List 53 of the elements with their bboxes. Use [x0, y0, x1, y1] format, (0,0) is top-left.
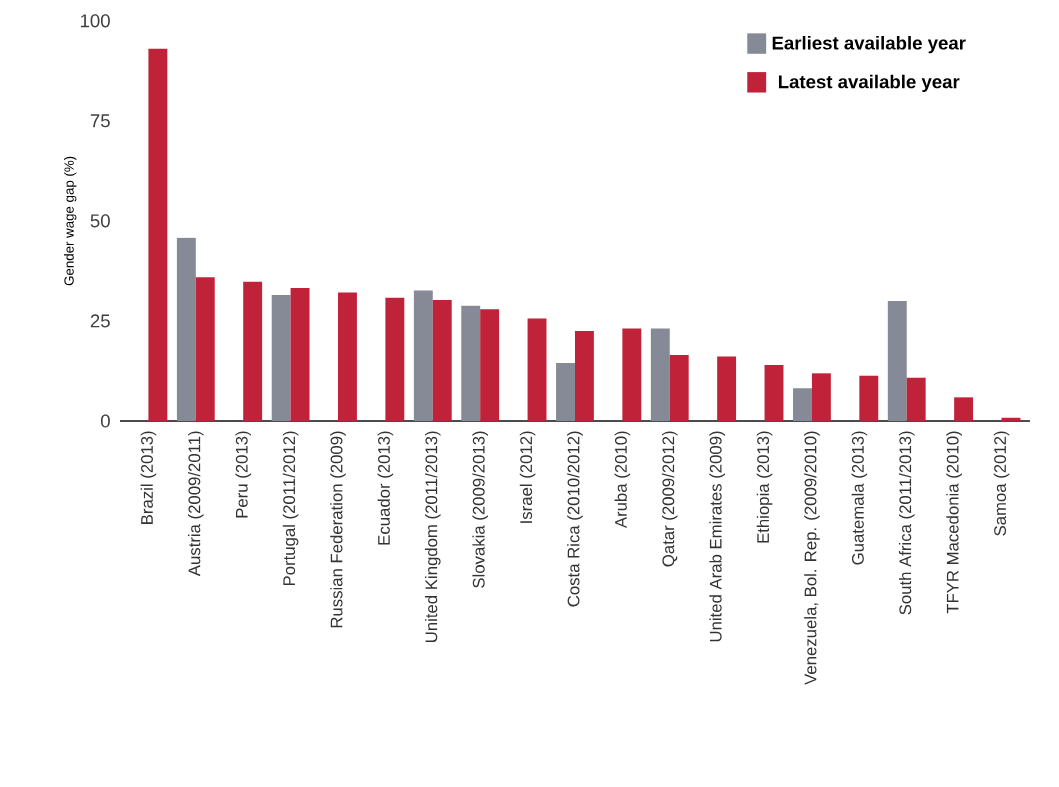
bar — [148, 48, 168, 421]
x-tick-label: Portugal (2011/2012) — [282, 431, 299, 586]
bar — [556, 362, 575, 421]
bar — [622, 328, 642, 421]
x-tick-label: United Kingdom (2011/2013) — [424, 431, 441, 642]
bar — [243, 281, 263, 421]
x-tick-label: Qatar (2009/2012) — [661, 431, 678, 567]
bar — [195, 277, 215, 421]
bar — [271, 294, 291, 421]
x-tick-label: Peru (2013) — [235, 431, 251, 518]
x-tick-label: Austria (2009/2011) — [188, 431, 204, 577]
legend-label: Earliest available year — [772, 35, 966, 54]
bar — [338, 292, 357, 421]
bar — [432, 300, 452, 421]
bar — [461, 305, 481, 421]
x-tick-label: Ethiopia (2013) — [756, 431, 773, 543]
y-tick-label: 50 — [90, 214, 110, 228]
legend-label: Latest available year — [778, 74, 960, 93]
x-tick-label: Brazil (2013) — [140, 431, 157, 524]
bar — [669, 354, 689, 421]
bar — [574, 330, 594, 421]
y-tick-label: 25 — [90, 314, 110, 328]
x-tick-label: Aruba (2010) — [614, 431, 631, 529]
bar — [859, 375, 879, 421]
y-tick-label: 75 — [90, 114, 110, 128]
x-tick-label: United Arab Emirates (2009) — [709, 431, 725, 642]
bar — [290, 288, 310, 421]
bar — [954, 397, 974, 421]
y-axis-title: Gender wage gap (%) — [64, 156, 77, 286]
bar — [906, 377, 926, 421]
bar — [793, 388, 812, 421]
y-tick-label: 100 — [80, 14, 110, 28]
x-tick-label: Ecuador (2013) — [377, 431, 394, 545]
x-tick-label: Russian Federation (2009) — [330, 431, 346, 628]
bar — [887, 300, 907, 421]
y-tick-label: 0 — [100, 414, 110, 428]
bar — [480, 309, 500, 421]
x-tick-label: Slovakia (2009/2013) — [472, 431, 488, 588]
bar — [811, 373, 831, 421]
bar — [764, 364, 784, 421]
x-tick-label: TFYR Macedonia (2010) — [946, 431, 962, 614]
bar — [717, 356, 737, 421]
bar — [176, 237, 196, 421]
x-tick-label: Israel (2012) — [519, 431, 536, 523]
bar — [385, 297, 405, 421]
x-tick-label: Costa Rica (2010/2012) — [567, 431, 583, 607]
bar — [413, 290, 433, 421]
bar — [650, 328, 670, 421]
x-tick-label: South Africa (2011/2013) — [898, 431, 915, 615]
bar — [527, 318, 547, 421]
x-tick-label: Venezuela, Bol. Rep. (2009/2010) — [804, 431, 820, 685]
x-tick-label: Samoa (2012) — [993, 431, 1010, 536]
x-tick-label: Guatemala (2013) — [851, 431, 868, 565]
